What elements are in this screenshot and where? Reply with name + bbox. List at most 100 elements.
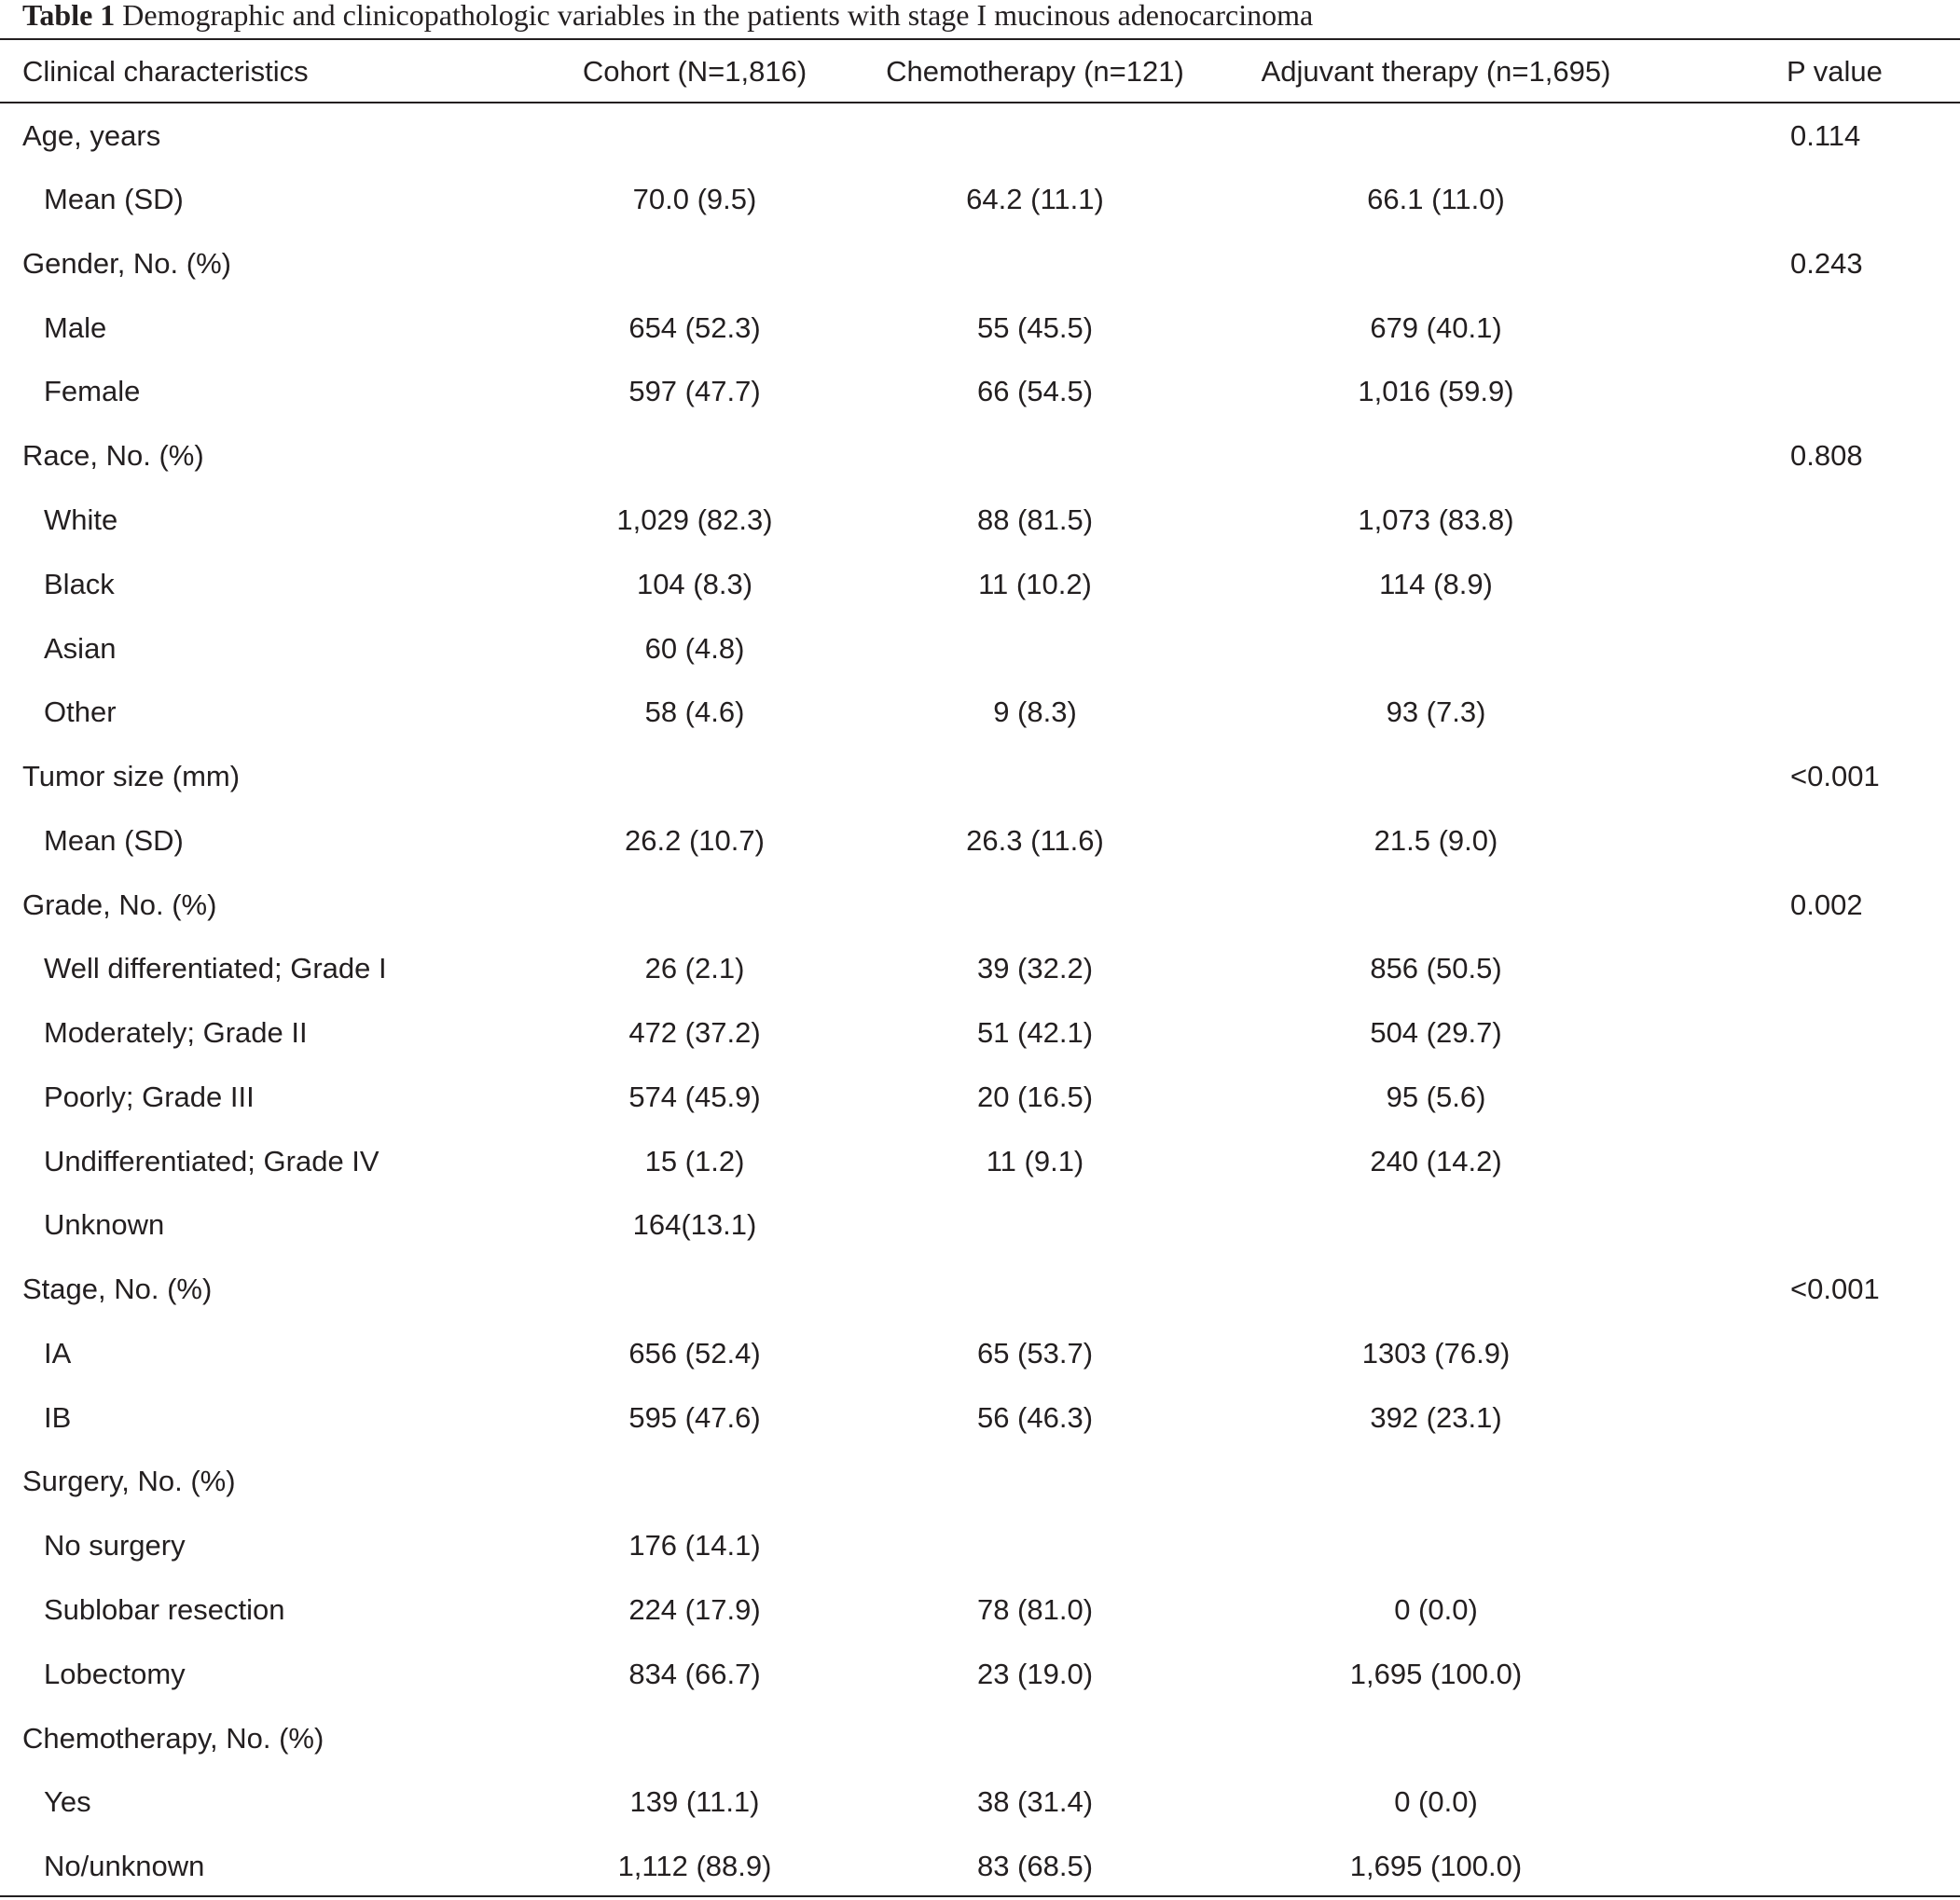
- cell-p-value: [1641, 681, 1960, 745]
- cell-adjuvant-therapy: 856 (50.5): [1370, 952, 1502, 985]
- cell-cohort: 164(13.1): [632, 1208, 757, 1242]
- cell-cohort: 1,029 (82.3): [616, 503, 773, 536]
- cell-p-value: [1641, 1514, 1960, 1578]
- cell-chemotherapy: 56 (46.3): [976, 1400, 1094, 1434]
- cell-chemotherapy: 23 (19.0): [976, 1657, 1094, 1690]
- cell-chemotherapy: [839, 1450, 1231, 1514]
- cell-p-value: [1641, 937, 1960, 1001]
- cell-chemotherapy: 20 (16.5): [976, 1080, 1094, 1113]
- table-row: Undifferentiated; Grade IV 15 (1.2) 11 (9.…: [0, 1129, 1960, 1193]
- cell-cohort: [550, 873, 839, 937]
- cell-cohort: 15 (1.2): [644, 1144, 745, 1177]
- table-row: Moderately; Grade II 472 (37.2) 51 (42.1) 5…: [0, 1001, 1960, 1066]
- cell-cohort: [550, 1706, 839, 1770]
- cell-p-value: 0.114: [1790, 119, 1861, 153]
- cell-cohort: 224 (17.9): [628, 1592, 761, 1626]
- cell-p-value: [1641, 1001, 1960, 1066]
- cell-p-value: [1641, 1770, 1960, 1835]
- table-row: Well differentiated; Grade I 26 (2.1) 39 (…: [0, 937, 1960, 1001]
- cell-chemotherapy: 65 (53.7): [976, 1336, 1094, 1370]
- cell-cohort: 656 (52.4): [628, 1336, 761, 1370]
- row-label: Sublobar resection: [44, 1592, 285, 1626]
- cell-cohort: [550, 424, 839, 489]
- header-adjuvant-therapy: Adjuvant therapy (n=1,695): [1261, 55, 1611, 88]
- data-table: Clinical characteristics Cohort (N=1,816…: [0, 40, 1960, 1898]
- row-label: Male: [44, 310, 107, 344]
- table-row: Grade, No. (%) 0.002: [0, 873, 1960, 937]
- cell-adjuvant-therapy: 0 (0.0): [1394, 1785, 1478, 1819]
- cell-adjuvant-therapy: 392 (23.1): [1370, 1400, 1502, 1434]
- row-label: Age, years: [22, 119, 161, 153]
- cell-chemotherapy: [839, 616, 1231, 681]
- cell-adjuvant-therapy: 95 (5.6): [1386, 1080, 1486, 1113]
- table-row: Tumor size (mm) <0.001: [0, 745, 1960, 809]
- table-caption: Table 1 Demographic and clinicopathologi…: [22, 0, 1313, 37]
- table-bottom-rule: [0, 1895, 1960, 1897]
- row-label: White: [44, 503, 118, 536]
- cell-p-value: [1641, 360, 1960, 424]
- table-row: Other 58 (4.6) 9 (8.3) 93 (7.3): [0, 681, 1960, 745]
- cell-chemotherapy: 88 (81.5): [976, 503, 1094, 536]
- table-row: IA 656 (52.4) 65 (53.7) 1303 (76.9): [0, 1322, 1960, 1386]
- row-label: Surgery, No. (%): [22, 1465, 236, 1498]
- cell-p-value: 0.808: [1790, 439, 1863, 473]
- cell-p-value: <0.001: [1790, 1273, 1880, 1306]
- table-row: No surgery 176 (14.1): [0, 1514, 1960, 1578]
- cell-adjuvant-therapy: 679 (40.1): [1370, 310, 1502, 344]
- cell-adjuvant-therapy: 0 (0.0): [1394, 1592, 1478, 1626]
- table-row: Poorly; Grade III 574 (45.9) 20 (16.5) 95 (…: [0, 1065, 1960, 1129]
- cell-adjuvant-therapy: 21.5 (9.0): [1373, 823, 1498, 857]
- table-row: Age, years 0.114: [0, 103, 1960, 168]
- table-row: IB 595 (47.6) 56 (46.3) 392 (23.1): [0, 1385, 1960, 1450]
- table-row: Sublobar resection 224 (17.9) 78 (81.0) 0 (…: [0, 1578, 1960, 1643]
- cell-chemotherapy: [839, 1706, 1231, 1770]
- row-label: Yes: [44, 1785, 91, 1819]
- table-row: Female 597 (47.7) 66 (54.5) 1,016 (59.9): [0, 360, 1960, 424]
- cell-p-value: [1641, 1065, 1960, 1129]
- cell-p-value: [1641, 1642, 1960, 1706]
- cell-chemotherapy: [839, 424, 1231, 489]
- header-p-value: P value: [1787, 55, 1883, 88]
- cell-chemotherapy: [839, 103, 1231, 168]
- cell-p-value: [1641, 489, 1960, 553]
- table-row: Lobectomy 834 (66.7) 23 (19.0) 1,695 (100.0…: [0, 1642, 1960, 1706]
- row-label: Lobectomy: [44, 1657, 186, 1690]
- cell-adjuvant-therapy: [1231, 1193, 1641, 1258]
- table-caption-label: Table 1: [22, 0, 116, 32]
- row-label: IB: [44, 1400, 72, 1434]
- cell-chemotherapy: 39 (32.2): [976, 952, 1094, 985]
- cell-cohort: [550, 745, 839, 809]
- table-header-row: Clinical characteristics Cohort (N=1,816…: [0, 40, 1960, 103]
- cell-p-value: [1641, 1129, 1960, 1193]
- table-header-rule: [0, 102, 1960, 103]
- cell-p-value: [1641, 1322, 1960, 1386]
- cell-p-value: [1641, 1385, 1960, 1450]
- cell-p-value: [1641, 1835, 1960, 1899]
- row-label: Grade, No. (%): [22, 888, 217, 921]
- row-label: Female: [44, 375, 141, 408]
- cell-chemotherapy: 38 (31.4): [976, 1785, 1094, 1819]
- cell-cohort: 1,112 (88.9): [617, 1850, 772, 1883]
- cell-p-value: <0.001: [1790, 760, 1880, 793]
- table-body: Age, years 0.114 Mean (SD) 70.0 (9.5) 64.2 (…: [0, 103, 1960, 1898]
- cell-cohort: 597 (47.7): [628, 375, 761, 408]
- cell-adjuvant-therapy: [1231, 232, 1641, 296]
- table-row: No/unknown 1,112 (88.9) 83 (68.5) 1,695 (10…: [0, 1835, 1960, 1899]
- cell-cohort: 834 (66.7): [628, 1657, 761, 1690]
- cell-chemotherapy: 11 (9.1): [986, 1144, 1084, 1177]
- cell-chemotherapy: 64.2 (11.1): [966, 183, 1104, 216]
- cell-adjuvant-therapy: [1231, 873, 1641, 937]
- cell-p-value: 0.243: [1790, 246, 1863, 280]
- row-label: Other: [44, 695, 117, 729]
- cell-cohort: 104 (8.3): [636, 567, 753, 600]
- header-clinical-characteristics: Clinical characteristics: [22, 55, 309, 88]
- cell-chemotherapy: 51 (42.1): [976, 1016, 1094, 1050]
- cell-p-value: [1641, 168, 1960, 232]
- cell-p-value: [1641, 296, 1960, 360]
- table-row: Yes 139 (11.1) 38 (31.4) 0 (0.0): [0, 1770, 1960, 1835]
- cell-cohort: [550, 1258, 839, 1322]
- row-label: Mean (SD): [44, 183, 184, 216]
- table-row: Surgery, No. (%): [0, 1450, 1960, 1514]
- table-row: White 1,029 (82.3) 88 (81.5) 1,073 (83.8): [0, 489, 1960, 553]
- row-label: No surgery: [44, 1529, 186, 1563]
